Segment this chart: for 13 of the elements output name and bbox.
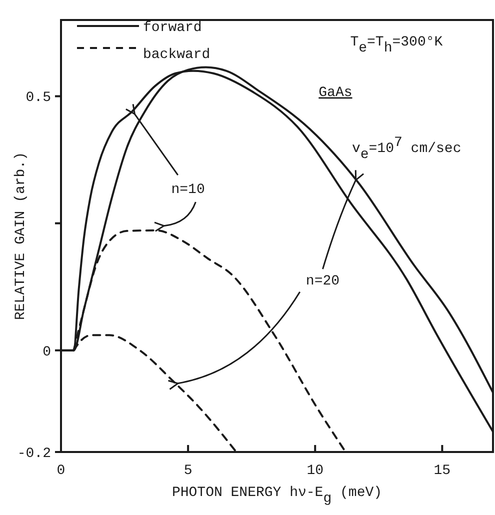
x-tick-label: 10 xyxy=(306,463,324,479)
x-tick-label: 15 xyxy=(434,463,451,479)
y-tick-label: 0 xyxy=(42,344,51,360)
annotation: n=20 xyxy=(306,273,340,290)
y-axis-title: RELATIVE GAIN (arb.) xyxy=(13,152,29,320)
y-tick-label: -0.2 xyxy=(17,446,51,462)
x-tick-label: 0 xyxy=(56,463,66,479)
annotation: GaAs xyxy=(318,85,352,102)
y-tick-label: 0.5 xyxy=(26,90,51,106)
annotation: n=10 xyxy=(171,182,205,198)
legend-label: backward xyxy=(143,46,210,63)
legend-label: forward xyxy=(143,20,202,36)
x-tick-label: 5 xyxy=(184,463,192,479)
